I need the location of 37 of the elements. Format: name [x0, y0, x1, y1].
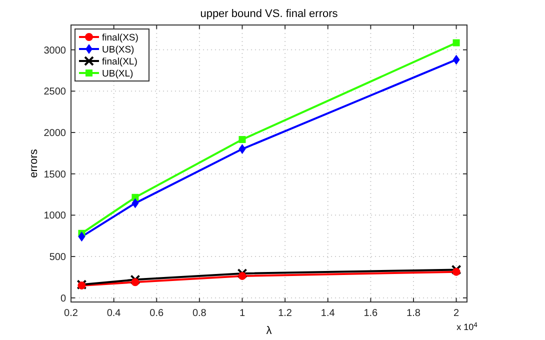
point — [237, 268, 248, 278]
x-tick-label: 1.4 — [320, 308, 336, 319]
legend-label: final(XS) — [102, 32, 138, 44]
x-tick-label: 0.8 — [192, 308, 207, 319]
x-tick-label: 2 — [454, 308, 460, 319]
y-tick-label: 500 — [49, 252, 66, 264]
x-tick-label: 0.4 — [106, 308, 122, 319]
x-axis-title: λ — [266, 325, 272, 337]
legend-label: UB(XS) — [102, 44, 134, 56]
point — [451, 264, 462, 275]
x-tick-label: 1.2 — [278, 308, 292, 319]
point — [452, 54, 460, 65]
x-tick-label: 0.6 — [150, 308, 164, 319]
point — [452, 39, 460, 46]
y-tick-label: 0 — [60, 293, 66, 304]
point — [238, 272, 246, 280]
y-axis-title: errors — [28, 148, 40, 178]
x-tick-label: 1.8 — [406, 308, 421, 319]
point — [238, 144, 246, 154]
y-tick-label: 2500 — [44, 86, 66, 98]
legend-label: final(XL) — [102, 56, 138, 68]
point — [130, 274, 140, 285]
point — [78, 232, 86, 242]
point — [132, 198, 139, 208]
x-tick-label: 1.6 — [364, 308, 378, 319]
legend-label: UB(XL) — [102, 68, 134, 80]
x-tick-label: 1 — [239, 308, 246, 319]
y-tick-label: 2000 — [44, 128, 66, 139]
y-tick-label: 1000 — [44, 210, 66, 222]
y-tick-label: 3000 — [44, 45, 66, 56]
point — [238, 136, 246, 144]
point — [131, 278, 140, 286]
x-tick-label: 0.2 — [64, 308, 78, 319]
text: x 10$^{4}$ — [456, 322, 478, 332]
chart-title: upper bound VS. final errors — [200, 8, 338, 20]
point — [452, 268, 460, 276]
y-tick-label: 1500 — [44, 169, 66, 180]
